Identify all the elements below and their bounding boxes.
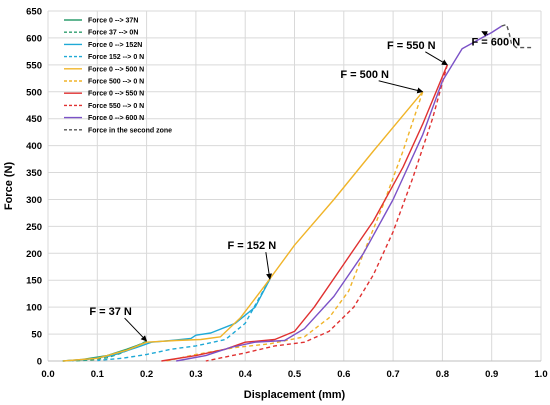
y-tick-label: 150 bbox=[26, 276, 42, 287]
annotation-label: F = 500 N bbox=[340, 69, 389, 81]
x-tick-label: 1.0 bbox=[534, 369, 547, 380]
x-tick-label: 0.4 bbox=[239, 369, 253, 380]
y-tick-label: 100 bbox=[26, 303, 42, 314]
annotation-arrow bbox=[481, 31, 489, 37]
x-tick-label: 0.7 bbox=[386, 369, 399, 380]
series-line-2 bbox=[62, 278, 271, 362]
series-layer bbox=[62, 23, 532, 362]
x-tick-label: 0.5 bbox=[288, 369, 302, 380]
annotation-arrow bbox=[265, 252, 273, 280]
x-tick-label: 0.2 bbox=[140, 369, 153, 380]
x-tick-label: 0.6 bbox=[337, 369, 350, 380]
annotation-arrow bbox=[425, 51, 448, 66]
x-tick-label: 0.0 bbox=[41, 369, 54, 380]
x-tick-label: 0.9 bbox=[485, 369, 498, 380]
y-tick-label: 350 bbox=[26, 168, 42, 179]
legend-entry: Force 0 --> 550 N bbox=[88, 91, 144, 98]
y-tick-label: 550 bbox=[26, 60, 42, 71]
legend-entry: Force 0 --> 600 N bbox=[88, 115, 144, 122]
legend-entry: Force 0 --> 500 N bbox=[88, 66, 144, 73]
legend-entry: Force 550 --> 0 N bbox=[88, 103, 144, 110]
y-tick-label: 250 bbox=[26, 222, 42, 233]
series-line-8 bbox=[176, 25, 502, 362]
y-tick-label: 600 bbox=[26, 33, 42, 44]
legend: Force 0 --> 37N Force 37 --> 0N Force 0 --… bbox=[64, 18, 172, 134]
y-tick-label: 200 bbox=[26, 249, 42, 260]
x-tick-label: 0.8 bbox=[436, 369, 449, 380]
annotation-label: F = 37 N bbox=[89, 306, 132, 318]
x-tick-label: 0.1 bbox=[91, 369, 105, 380]
x-axis-title: Displacement (mm) bbox=[244, 389, 346, 401]
annotation-label: F = 152 N bbox=[228, 240, 277, 252]
series-line-3 bbox=[97, 278, 271, 362]
y-tick-label: 650 bbox=[26, 7, 42, 18]
legend-entry: Force in the second zone bbox=[88, 127, 172, 134]
axes: 0 50 100 150 200 250 300 350 400 450 500 550 600 650 0… bbox=[26, 7, 547, 381]
legend-entry: Force 37 --> 0N bbox=[88, 30, 138, 37]
annotation-arrow bbox=[124, 317, 148, 342]
legend-entry: Force 152 --> 0 N bbox=[88, 54, 144, 61]
y-tick-label: 50 bbox=[31, 330, 42, 341]
annotation-arrow bbox=[378, 80, 424, 94]
legend-entry: Force 500 --> 0 N bbox=[88, 79, 144, 86]
y-axis-title: Force (N) bbox=[3, 162, 15, 211]
y-tick-label: 300 bbox=[26, 195, 42, 206]
annotation-label: F = 550 N bbox=[387, 40, 436, 52]
grid bbox=[47, 10, 542, 362]
series-line-7 bbox=[205, 64, 448, 362]
y-tick-label: 400 bbox=[26, 141, 42, 152]
y-tick-label: 0 bbox=[37, 357, 42, 368]
series-line-6 bbox=[161, 64, 448, 362]
annotation-layer: F = 37 N F = 152 N F = 500 N F = 550 N F = 6… bbox=[89, 31, 521, 342]
annotation-label: F = 600 N bbox=[472, 36, 521, 48]
y-tick-label: 500 bbox=[26, 87, 42, 98]
series-line-4 bbox=[62, 91, 424, 362]
y-tick-label: 450 bbox=[26, 114, 42, 125]
legend-entry: Force 0 --> 37N bbox=[88, 18, 138, 25]
series-line-1 bbox=[72, 340, 147, 362]
legend-entry: Force 0 --> 152N bbox=[88, 42, 142, 49]
x-tick-label: 0.3 bbox=[189, 369, 202, 380]
